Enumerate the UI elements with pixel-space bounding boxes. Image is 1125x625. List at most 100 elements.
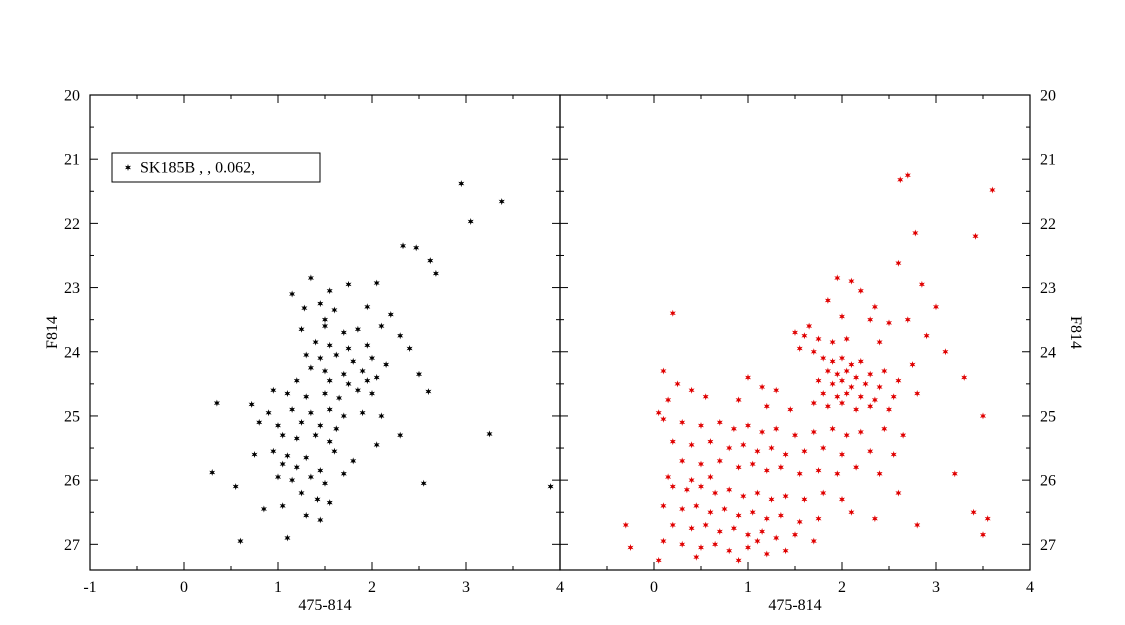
x-axis-title: 475-814 xyxy=(298,597,351,614)
scatter-point xyxy=(923,332,930,340)
scatter-point xyxy=(467,218,474,225)
scatter-point xyxy=(679,540,686,548)
scatter-point xyxy=(726,444,733,452)
scatter-point xyxy=(331,306,338,314)
scatter-point xyxy=(655,409,662,417)
x-axis-title: 475-814 xyxy=(768,597,821,614)
scatter-point xyxy=(735,396,742,404)
y-tick-label: 22 xyxy=(64,216,80,233)
scatter-point xyxy=(716,528,723,535)
y-tick-label: 26 xyxy=(1040,473,1056,490)
scatter-point xyxy=(871,515,878,523)
scatter-point xyxy=(777,463,784,471)
scatter-point xyxy=(660,502,667,510)
y-tick-label: 20 xyxy=(1040,88,1056,105)
scatter-point xyxy=(848,508,855,516)
scatter-point xyxy=(914,521,921,529)
scatter-point xyxy=(406,345,413,352)
scatter-point xyxy=(669,438,676,446)
scatter-point xyxy=(707,473,714,481)
scatter-point xyxy=(688,524,695,532)
scatter-point xyxy=(307,409,314,417)
scatter-point xyxy=(345,345,352,352)
scatter-point xyxy=(782,451,789,458)
y-tick-label: 23 xyxy=(1040,280,1056,297)
x-tick-label: 2 xyxy=(838,579,846,596)
scatter-point xyxy=(839,377,845,385)
scatter-point xyxy=(364,377,371,385)
x-tick-label: 1 xyxy=(274,579,282,596)
scatter-point xyxy=(427,257,434,265)
legend-box xyxy=(111,152,321,183)
scatter-point xyxy=(432,269,439,277)
scatter-point xyxy=(125,164,131,171)
scatter-point xyxy=(237,537,244,545)
y-tick-label: 24 xyxy=(1040,344,1056,361)
scatter-point xyxy=(843,367,850,375)
scatter-point xyxy=(679,457,686,465)
scatter-point xyxy=(754,489,761,497)
scatter-point xyxy=(759,383,766,391)
scatter-point xyxy=(693,502,700,510)
scatter-point xyxy=(886,319,892,327)
y-tick-label: 25 xyxy=(64,408,80,425)
scatter-point xyxy=(312,431,319,439)
scatter-point xyxy=(683,486,690,494)
scatter-point xyxy=(839,313,845,320)
scatter-point xyxy=(400,242,407,250)
scatter-point xyxy=(209,468,216,476)
scatter-point xyxy=(810,428,817,436)
y-tick-label: 25 xyxy=(1040,408,1056,425)
scatter-point xyxy=(745,531,751,539)
scatter-point xyxy=(279,460,286,468)
scatter-point xyxy=(763,515,770,523)
scatter-point xyxy=(801,495,808,503)
scatter-point xyxy=(303,511,310,519)
scatter-point xyxy=(289,476,296,484)
scatter-point xyxy=(820,489,827,497)
scatter-point xyxy=(876,383,883,391)
scatter-point xyxy=(213,399,220,407)
scatter-point xyxy=(768,444,775,452)
scatter-point xyxy=(350,357,357,365)
scatter-point xyxy=(702,521,709,529)
scatter-point xyxy=(763,402,770,410)
scatter-point xyxy=(745,422,751,430)
scatter-point xyxy=(857,357,864,365)
scatter-point xyxy=(721,505,728,513)
scatter-point xyxy=(322,479,328,487)
scatter-point xyxy=(322,316,328,324)
scatter-point xyxy=(340,370,347,378)
x-tick-label: 0 xyxy=(650,579,658,596)
scatter-point xyxy=(698,422,704,430)
scatter-point xyxy=(322,322,328,330)
scatter-point xyxy=(307,274,314,282)
scatter-point xyxy=(293,463,300,471)
scatter-point xyxy=(801,447,808,455)
scatter-point xyxy=(712,540,719,548)
scatter-point xyxy=(326,341,333,349)
scatter-point xyxy=(698,483,704,491)
scatter-point xyxy=(942,348,949,356)
scatter-point xyxy=(834,370,841,378)
scatter-point xyxy=(307,473,314,481)
scatter-point xyxy=(364,341,371,349)
y-axis-title: F814 xyxy=(44,316,61,349)
scatter-point xyxy=(897,176,904,184)
scatter-point xyxy=(326,406,333,413)
scatter-point xyxy=(796,345,803,352)
scatter-point xyxy=(369,390,375,397)
scatter-point xyxy=(716,457,723,465)
y-tick-label: 21 xyxy=(1040,152,1056,169)
scatter-point xyxy=(810,537,817,545)
scatter-point xyxy=(853,373,860,381)
scatter-point xyxy=(782,492,789,500)
scatter-point xyxy=(413,244,420,252)
scatter-point xyxy=(333,425,340,433)
scatter-point xyxy=(918,280,925,288)
scatter-point xyxy=(698,544,704,551)
scatter-point xyxy=(730,425,737,433)
scatter-point xyxy=(688,441,695,449)
scatter-point xyxy=(970,508,977,516)
scatter-point xyxy=(933,303,939,311)
